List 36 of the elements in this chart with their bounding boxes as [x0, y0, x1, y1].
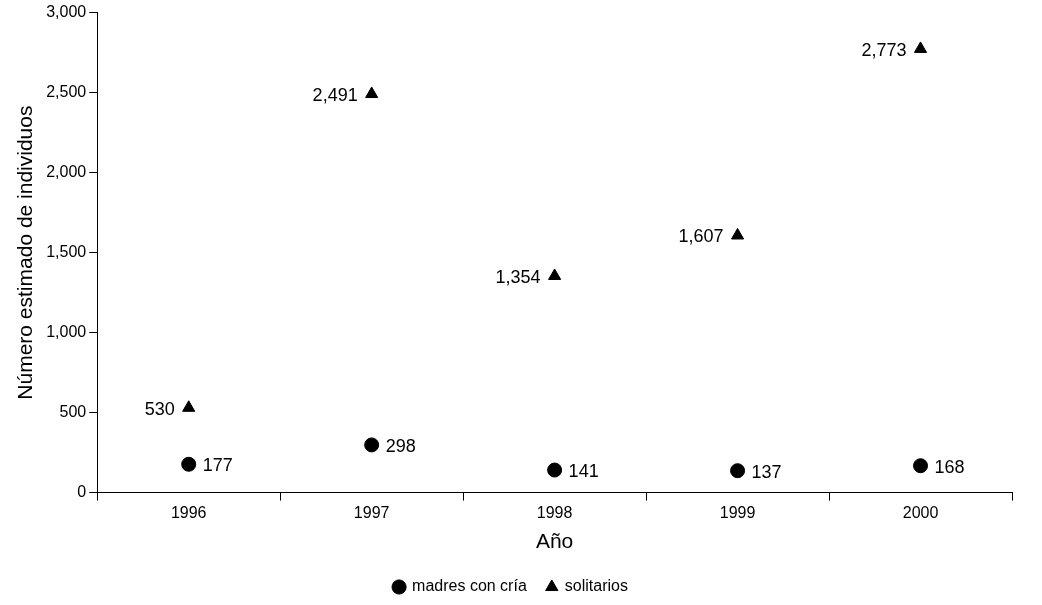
y-tick-label: 2,000	[46, 163, 87, 181]
point	[731, 227, 745, 240]
legend-label: solitarios	[564, 577, 628, 595]
y-tick-label: 0	[77, 483, 87, 501]
point	[182, 400, 196, 412]
point	[547, 462, 563, 478]
point	[913, 41, 928, 53]
data-label: 2,491	[312, 85, 358, 106]
legend-label: madres con cría	[412, 577, 527, 595]
point	[364, 437, 380, 453]
y-axis-title: Número estimado de individuos	[13, 105, 37, 400]
data-label: 177	[202, 455, 233, 476]
y-tick-label: 500	[59, 403, 87, 421]
data-label: 137	[751, 461, 782, 482]
x-axis-title: Año	[535, 529, 574, 553]
y-tick-label: 1,000	[46, 323, 87, 341]
data-label: 530	[144, 398, 175, 419]
x-tick-label: 2000	[902, 503, 939, 521]
x-tick-label: 1998	[536, 503, 573, 521]
y-tick-label: 3,000	[46, 3, 87, 21]
data-label: 2,773	[861, 39, 907, 60]
point	[548, 268, 562, 280]
y-tick-label: 1,500	[46, 243, 87, 261]
data-label: 298	[385, 435, 416, 456]
data-label: 141	[568, 461, 599, 482]
data-label: 1,607	[678, 226, 724, 247]
point	[365, 86, 379, 99]
y-tick-label: 2,500	[46, 83, 87, 101]
x-tick-label: 1997	[353, 503, 390, 521]
point	[730, 463, 746, 479]
data-label: 1,354	[495, 266, 541, 287]
point	[181, 456, 197, 472]
x-tick-label: 1996	[170, 503, 207, 521]
point	[913, 458, 929, 474]
data-label: 168	[934, 456, 965, 477]
x-tick-label: 1999	[719, 503, 756, 521]
